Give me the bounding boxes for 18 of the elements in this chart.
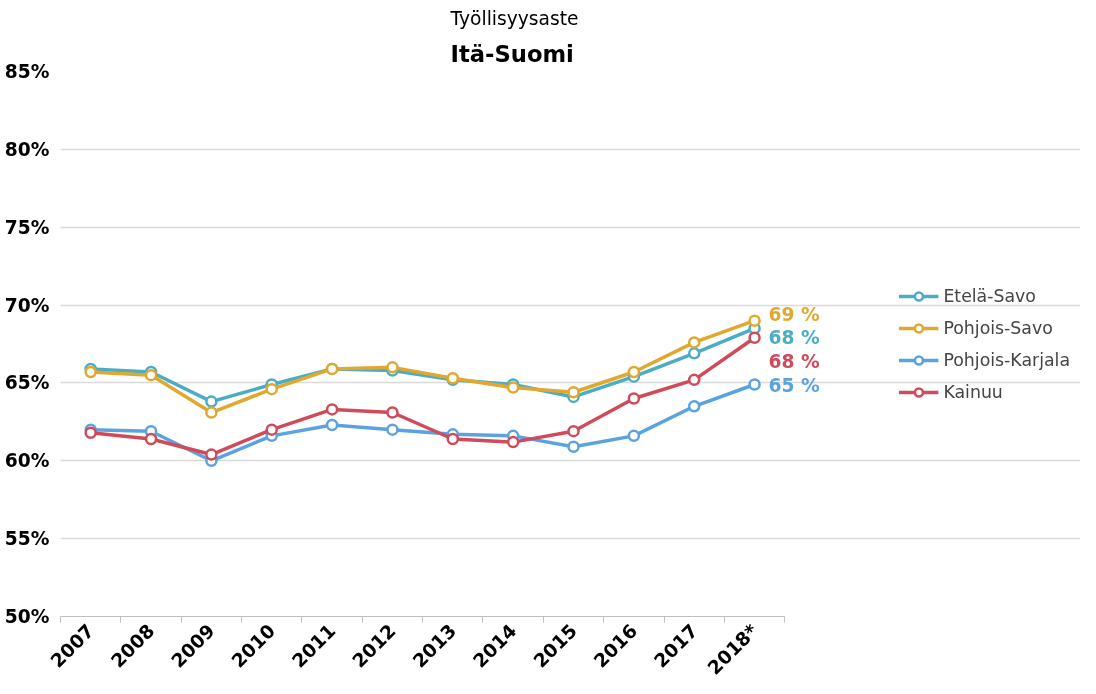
y-tick-label: 65% xyxy=(4,372,50,394)
y-tick-label: 50% xyxy=(4,606,50,627)
y-tick-label: 75% xyxy=(4,216,50,238)
legend-label: Etelä-Savo xyxy=(943,285,1036,306)
legend-label: Kainuu xyxy=(943,381,1003,402)
y-tick-label: 55% xyxy=(4,528,50,550)
y-tick-label: 80% xyxy=(4,138,50,160)
annotation: 65 % xyxy=(768,375,821,397)
y-tick-label: 85% xyxy=(4,61,50,82)
legend-label: Pohjois-Karjala xyxy=(943,349,1070,370)
chart-subtitle: Itä-Suomi xyxy=(450,40,574,67)
y-tick-label: 60% xyxy=(4,450,50,472)
chart-title: Työllisyysaste xyxy=(449,7,579,29)
y-tick-label: 70% xyxy=(4,294,50,316)
legend-label: Pohjois-Savo xyxy=(943,317,1053,338)
annotation: 68 % xyxy=(768,327,821,349)
annotation: 69 % xyxy=(768,304,821,326)
annotation: 68 % xyxy=(768,350,821,372)
